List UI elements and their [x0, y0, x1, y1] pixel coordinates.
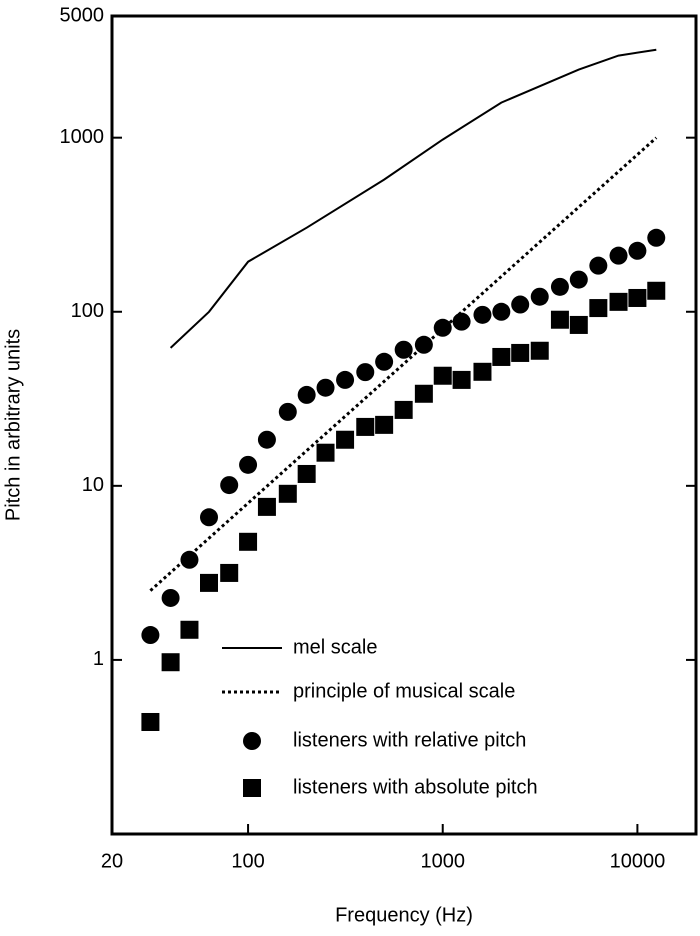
data-point: [452, 370, 471, 389]
y-tick-label: 100: [71, 300, 104, 322]
data-point: [220, 476, 239, 495]
data-point: [569, 270, 588, 289]
data-point: [414, 335, 433, 354]
data-point: [356, 417, 375, 436]
data-point: [589, 299, 608, 318]
data-point: [433, 366, 452, 385]
data-point: [569, 315, 588, 334]
data-point: [278, 402, 297, 421]
data-point: [550, 310, 569, 329]
legend-swatch: [243, 779, 261, 797]
data-point: [511, 295, 530, 314]
data-point: [220, 563, 239, 582]
data-point: [628, 241, 647, 260]
data-point: [278, 484, 297, 503]
data-point: [200, 573, 219, 592]
data-line: [169, 48, 657, 349]
data-point: [394, 400, 413, 419]
data-point: [550, 277, 569, 296]
data-point: [257, 430, 276, 449]
data-point: [141, 626, 160, 645]
data-point: [180, 550, 199, 569]
data-point: [589, 256, 608, 275]
y-tick-label: 1: [93, 648, 104, 670]
data-point: [628, 288, 647, 307]
data-point: [452, 312, 471, 331]
legend-label: listeners with absolute pitch: [293, 776, 538, 798]
data-point: [647, 281, 666, 300]
x-tick-label: 20: [101, 850, 123, 872]
data-point: [161, 653, 180, 672]
data-point: [336, 430, 355, 449]
x-tick-label: 10000: [610, 850, 666, 872]
x-tick-label: 100: [231, 850, 264, 872]
plot-frame: [110, 14, 698, 836]
legend-label: principle of musical scale: [293, 680, 515, 702]
data-point: [161, 588, 180, 607]
data-point: [609, 292, 628, 311]
y-tick-label: 5000: [60, 4, 105, 26]
data-point: [141, 712, 160, 731]
data-point: [492, 347, 511, 366]
data-point: [200, 508, 219, 527]
legend-label: mel scale: [293, 636, 377, 658]
x-axis-label: Frequency (Hz): [335, 904, 473, 926]
y-tick-label: 1000: [60, 126, 105, 148]
data-point: [394, 340, 413, 359]
data-point: [530, 287, 549, 306]
data-point: [356, 363, 375, 382]
data-point: [239, 455, 258, 474]
data-point: [297, 385, 316, 404]
data-point: [530, 341, 549, 360]
data-point: [239, 532, 258, 551]
data-point: [297, 464, 316, 483]
data-point: [492, 302, 511, 321]
legend-label: listeners with relative pitch: [293, 729, 526, 751]
y-axis-label: Pitch in arbitrary units: [2, 329, 24, 521]
data-point: [609, 246, 628, 265]
data-point: [336, 370, 355, 389]
data-point: [257, 497, 276, 516]
data-line: [149, 136, 658, 592]
x-tick-label: 1000: [420, 850, 465, 872]
legend-swatch: [243, 732, 261, 750]
data-point: [511, 343, 530, 362]
data-point: [316, 443, 335, 462]
data-point: [316, 378, 335, 397]
y-tick-label: 10: [82, 474, 104, 496]
data-point: [433, 318, 452, 337]
data-point: [414, 384, 433, 403]
data-point: [647, 228, 666, 247]
data-point: [473, 362, 492, 381]
data-point: [473, 305, 492, 324]
data-point: [375, 415, 394, 434]
data-point: [180, 620, 199, 639]
data-point: [375, 352, 394, 371]
